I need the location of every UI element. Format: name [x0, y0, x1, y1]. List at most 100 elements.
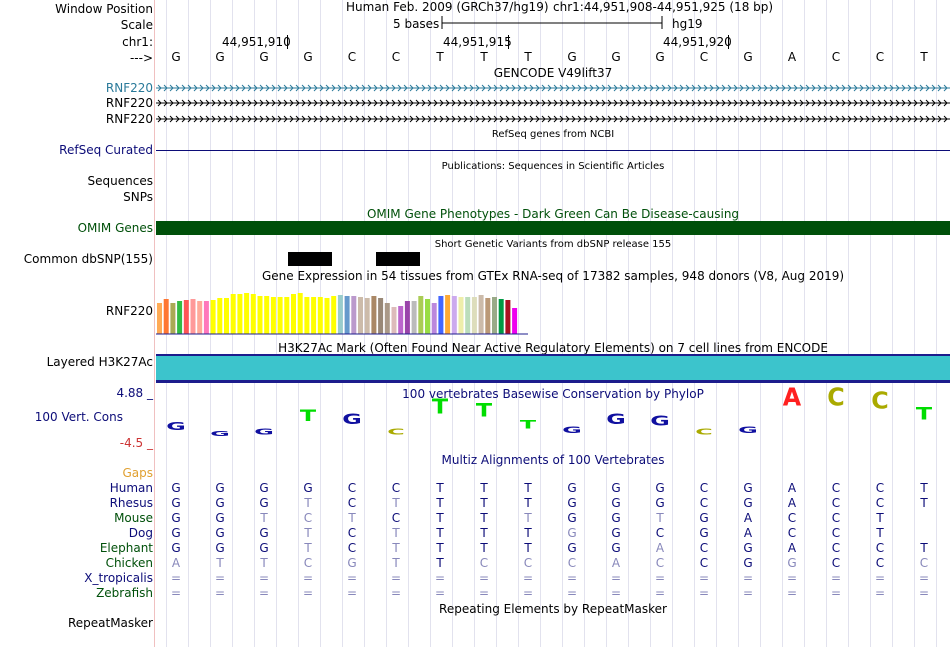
strand-chevron [667, 99, 672, 107]
strand-chevron [511, 84, 516, 92]
strand-chevron [253, 99, 258, 107]
alignment-base: = [214, 571, 226, 585]
base-letter: G [743, 50, 753, 64]
strand-chevron [685, 99, 690, 107]
strand-chevron [415, 99, 420, 107]
strand-chevron [937, 115, 942, 123]
refseq-track-label[interactable]: RefSeq Curated [59, 143, 153, 157]
publications-snps-label[interactable]: SNPs [123, 190, 153, 204]
h3k27ac-signal[interactable] [156, 356, 950, 380]
dbsnp-track-label[interactable]: Common dbSNP(155) [23, 252, 153, 266]
strand-chevron [583, 84, 588, 92]
strand-chevron [913, 84, 918, 92]
strand-chevron [505, 115, 510, 123]
strand-chevron [481, 84, 486, 92]
snp-variant[interactable] [376, 252, 420, 266]
grid-line [210, 0, 211, 647]
gencode-track-label[interactable]: RNF220 [105, 112, 153, 126]
strand-chevron [193, 115, 198, 123]
alignment-base: G [215, 496, 225, 510]
strand-chevron [655, 84, 660, 92]
strand-chevron [901, 99, 906, 107]
omim-track-label[interactable]: OMIM Genes [77, 221, 153, 235]
publications-sequences-label[interactable]: Sequences [87, 174, 153, 188]
strand-chevron [589, 84, 594, 92]
strand-chevron [583, 99, 588, 107]
strand-chevron [397, 99, 402, 107]
strand-chevron [175, 99, 180, 107]
strand-chevron [469, 99, 474, 107]
alignment-base: C [831, 541, 841, 555]
strand-chevron [217, 84, 222, 92]
alignment-base: T [392, 556, 400, 570]
strand-chevron [871, 99, 876, 107]
strand-chevron [505, 84, 510, 92]
strand-chevron [349, 115, 354, 123]
alignment-base: G [215, 481, 225, 495]
gencode-track-label[interactable]: RNF220 [105, 96, 153, 110]
strand-chevron [451, 115, 456, 123]
repeatmasker-track-label[interactable]: RepeatMasker [67, 616, 153, 630]
species-label: Human [109, 481, 153, 495]
strand-chevron [559, 115, 564, 123]
conservation-letter: T [476, 400, 493, 422]
strand-chevron [709, 99, 714, 107]
conservation-logo[interactable]: GG GT GCT TT GG GC GA C C T [156, 382, 950, 438]
gtex-track-label[interactable]: RNF220 [105, 304, 153, 318]
h3k27ac-track-title: H3K27Ac Mark (Often Found Near Active Re… [278, 341, 828, 355]
gtex-tissue-bar [277, 297, 283, 334]
strand-chevron [475, 115, 480, 123]
h3k27ac-track-label[interactable]: Layered H3K27Ac [46, 355, 153, 369]
conservation-track-label[interactable]: 100 Vert. Cons [34, 410, 123, 424]
strand-chevron [277, 84, 282, 92]
strand-chevron [565, 115, 570, 123]
strand-chevron [595, 84, 600, 92]
conservation-letter: G [562, 425, 582, 435]
strand-chevron [205, 115, 210, 123]
gtex-tissue-bar [337, 295, 343, 334]
alignment-base: C [831, 556, 841, 570]
strand-chevron [829, 99, 834, 107]
gtex-tissue-bar [217, 298, 223, 334]
strand-chevron [631, 84, 636, 92]
strand-chevron [325, 84, 330, 92]
conservation-letter: G [166, 421, 186, 433]
gtex-tissue-bar [257, 296, 263, 334]
strand-chevron [367, 115, 372, 123]
conservation-letter: G [606, 411, 626, 427]
gtex-expression-chart[interactable] [156, 283, 950, 335]
alignment-base: = [654, 586, 666, 600]
strand-chevron [481, 115, 486, 123]
strand-chevron [565, 84, 570, 92]
alignment-base: C [831, 496, 841, 510]
omim-feature-bar[interactable] [156, 221, 950, 235]
strand-chevron [889, 115, 894, 123]
strand-chevron [889, 84, 894, 92]
species-label: Rhesus [109, 496, 153, 510]
strand-chevron [277, 115, 282, 123]
alignment-base: T [260, 556, 268, 570]
strand-chevron [175, 115, 180, 123]
strand-chevron [643, 115, 648, 123]
gtex-tissue-bar [478, 295, 484, 334]
refseq-gene-line[interactable] [156, 150, 950, 151]
strand-chevron [331, 84, 336, 92]
conservation-letter: T [432, 395, 448, 419]
gencode-track-label[interactable]: RNF220 [105, 81, 153, 95]
gencode-transcripts[interactable] [156, 82, 950, 128]
strand-chevron [793, 115, 798, 123]
strand-chevron [463, 84, 468, 92]
gtex-tissue-bar [190, 299, 196, 334]
snp-variant[interactable] [288, 252, 332, 266]
strand-chevron [841, 99, 846, 107]
grid-line [848, 0, 849, 647]
base-letter: C [875, 50, 885, 64]
gtex-tissue-bar [458, 297, 464, 334]
position-text[interactable]: chr1:44,951,908-44,951,925 (18 bp) [553, 0, 774, 14]
strand-chevron [589, 99, 594, 107]
strand-chevron [193, 99, 198, 107]
grid-line [826, 0, 827, 647]
strand-chevron [253, 84, 258, 92]
base-letter: G [655, 50, 665, 64]
gtex-tissue-bar [224, 298, 229, 334]
